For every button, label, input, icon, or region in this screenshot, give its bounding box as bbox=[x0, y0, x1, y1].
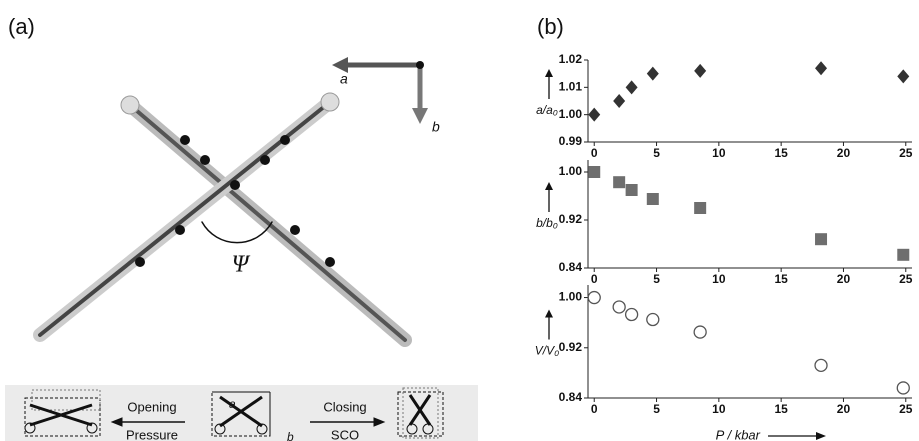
marker bbox=[613, 94, 626, 108]
marker bbox=[625, 184, 638, 196]
panel-label: (a) bbox=[8, 14, 35, 39]
axis-label: a bbox=[340, 71, 348, 87]
y-axis-label: b/b₀ bbox=[536, 216, 558, 230]
x-tick-label: 25 bbox=[899, 272, 913, 286]
scheme-label: Opening bbox=[127, 399, 176, 414]
y-tick-label: 1.00 bbox=[559, 290, 583, 304]
x-tick-label: 5 bbox=[653, 272, 660, 286]
y-tick-label: 0.84 bbox=[559, 390, 583, 404]
marker bbox=[588, 107, 601, 122]
label-arrow-head bbox=[545, 182, 553, 190]
y-tick-label: 1.00 bbox=[559, 164, 583, 178]
marker bbox=[587, 290, 601, 305]
scheme-label: a bbox=[229, 397, 236, 411]
marker bbox=[612, 300, 626, 314]
label-arrow-head bbox=[545, 69, 553, 77]
x-tick-label: 20 bbox=[837, 402, 851, 416]
marker bbox=[815, 233, 828, 246]
y-tick-label: 0.99 bbox=[559, 134, 583, 148]
scheme-label: Pressure bbox=[126, 427, 178, 441]
x-tick-label: 0 bbox=[591, 272, 598, 286]
scheme-label: SCO bbox=[331, 427, 359, 441]
x-tick-label: 20 bbox=[837, 272, 851, 286]
marker bbox=[588, 166, 601, 178]
marker bbox=[625, 80, 638, 95]
x-tick-label: 5 bbox=[653, 402, 660, 416]
angle-label: Ψ bbox=[232, 252, 251, 278]
x-tick-label: 15 bbox=[774, 402, 788, 416]
marker bbox=[896, 381, 910, 395]
axis-label: b bbox=[432, 119, 440, 135]
y-tick-label: 1.01 bbox=[559, 80, 583, 94]
y-axis-label: V/V₀ bbox=[535, 344, 559, 358]
marker bbox=[897, 69, 910, 84]
x-tick-label: 10 bbox=[712, 146, 726, 160]
y-tick-label: 1.02 bbox=[559, 52, 583, 66]
marker bbox=[624, 307, 639, 322]
y-tick-label: 0.92 bbox=[559, 340, 583, 354]
y-tick-label: 1.00 bbox=[559, 107, 583, 121]
x-tick-label: 5 bbox=[653, 146, 660, 160]
x-tick-label: 0 bbox=[591, 402, 598, 416]
x-tick-label: 10 bbox=[712, 272, 726, 286]
marker bbox=[815, 61, 828, 76]
marker bbox=[646, 193, 659, 205]
y-tick-label: 0.84 bbox=[559, 260, 583, 274]
x-tick-label: 25 bbox=[899, 146, 913, 160]
label-arrow-head bbox=[816, 432, 826, 440]
y-tick-label: 0.92 bbox=[559, 212, 583, 226]
x-axis-label: P / kbar bbox=[716, 427, 761, 441]
marker bbox=[646, 66, 659, 81]
marker bbox=[814, 358, 828, 373]
structure bbox=[33, 57, 428, 347]
marker bbox=[693, 325, 707, 339]
x-tick-label: 15 bbox=[774, 146, 788, 160]
y-axis-label: a/a₀ bbox=[536, 103, 558, 117]
x-tick-label: 20 bbox=[837, 146, 851, 160]
scissors-scheme bbox=[24, 387, 444, 439]
marker bbox=[694, 63, 707, 78]
marker bbox=[613, 176, 626, 189]
scheme-label: Closing bbox=[323, 399, 366, 414]
scheme-label: b bbox=[287, 430, 294, 441]
marker bbox=[897, 248, 910, 261]
x-tick-label: 15 bbox=[774, 272, 788, 286]
marker bbox=[646, 312, 660, 327]
x-tick-label: 25 bbox=[899, 402, 913, 416]
x-tick-label: 10 bbox=[712, 402, 726, 416]
panel-label: (b) bbox=[537, 14, 564, 39]
label-arrow-head bbox=[545, 309, 553, 318]
marker bbox=[694, 202, 707, 214]
x-tick-label: 0 bbox=[591, 146, 598, 160]
